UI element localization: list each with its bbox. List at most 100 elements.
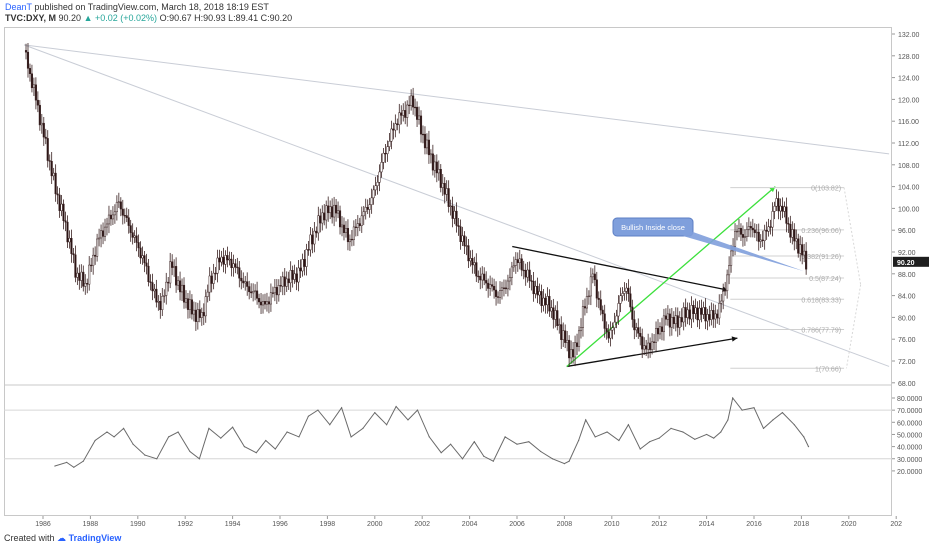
rsi-point [298, 436, 300, 438]
candle-body [137, 242, 140, 249]
fib-level-label: 1(70.66) [815, 366, 841, 373]
candle-body [119, 201, 122, 210]
candle-body [78, 272, 81, 281]
candle-body [376, 182, 379, 186]
candle-body [548, 296, 551, 312]
candle-body [433, 161, 436, 171]
candle-body [230, 258, 233, 269]
candle-body [222, 256, 225, 265]
candle-body [524, 270, 527, 278]
candle-body [502, 287, 506, 289]
rsi-point [694, 438, 696, 440]
candle-body [483, 273, 486, 281]
candle-body [157, 300, 160, 303]
candle-body [572, 349, 575, 358]
candle-body [277, 285, 280, 296]
rsi-point [578, 439, 580, 442]
candle-body [408, 104, 411, 107]
candle-body [72, 253, 75, 256]
y-tick-label: 128.00 [898, 54, 920, 61]
candle-body [453, 210, 456, 219]
x-tick-label: 2020 [841, 521, 857, 528]
candle-body [346, 228, 349, 243]
candle-body [313, 230, 316, 245]
candle-body [654, 328, 658, 343]
candle-body [660, 326, 664, 332]
candle-body [690, 305, 693, 320]
rsi-point [144, 454, 146, 456]
candle-body [623, 291, 626, 294]
candle-body [799, 244, 802, 254]
candle-body [728, 265, 731, 276]
candle-body [94, 254, 97, 257]
candle-body [629, 293, 632, 308]
candle-body [508, 277, 511, 282]
candle-body [226, 255, 229, 261]
candle-body [765, 230, 768, 232]
x-tick-label: 2000 [367, 521, 383, 528]
candle-body [301, 259, 304, 272]
candle-body [52, 172, 55, 177]
candle-body [309, 234, 312, 251]
candle-body [333, 204, 336, 218]
candle-body [315, 230, 318, 234]
candle-body [487, 282, 490, 289]
candle-body [587, 295, 590, 298]
rsi-point [706, 433, 708, 436]
candle-body [702, 307, 705, 315]
candle-body [653, 341, 656, 343]
rsi-point [639, 448, 641, 450]
candle-body [741, 234, 744, 238]
candle-body [384, 152, 387, 155]
rsi-point [713, 437, 715, 439]
candle-body [307, 249, 310, 251]
candle-body [238, 267, 241, 279]
candle-body [651, 341, 654, 350]
candle-body [775, 198, 778, 207]
rsi-y-tick-label: 30.0000 [897, 457, 922, 464]
candle-body [577, 330, 581, 347]
candle-body [554, 310, 557, 320]
candle-body [538, 291, 541, 296]
rsi-point [156, 458, 158, 460]
candle-body [250, 291, 253, 294]
candle-body [684, 307, 687, 318]
candle-body [299, 267, 302, 272]
candle-body [111, 214, 114, 220]
candle-body [625, 287, 628, 292]
candle-body [374, 185, 377, 191]
candle-body [617, 303, 620, 317]
candle-body [500, 287, 504, 291]
candle-body [46, 138, 49, 161]
author-link[interactable]: DeanT [5, 2, 32, 12]
candle-body [658, 326, 662, 335]
x-tick-label: 1994 [225, 521, 241, 528]
candle-body [558, 324, 561, 326]
tradingview-link[interactable]: TradingView [68, 533, 122, 543]
candle-body [656, 328, 660, 335]
candle-body [789, 223, 792, 238]
rsi-point [317, 409, 319, 411]
candle-body [173, 266, 176, 268]
candle-body [465, 245, 468, 247]
candle-body [30, 73, 33, 89]
candle-body [66, 221, 69, 243]
candle-body [757, 231, 760, 242]
candle-body [546, 296, 549, 306]
candle-body [323, 212, 326, 221]
candle-body [668, 313, 671, 328]
candle-body [293, 273, 296, 280]
candle-body [159, 300, 162, 310]
candle-body [714, 313, 717, 320]
candle-body [544, 297, 547, 306]
candle-body [271, 292, 274, 294]
candle-body [704, 307, 707, 322]
candle-body [186, 298, 190, 310]
rsi-point [113, 436, 115, 438]
candle-body [392, 128, 395, 131]
rsi-point [762, 427, 765, 429]
rsi-point [440, 452, 442, 454]
candle-body [402, 110, 405, 116]
candle-body [514, 259, 517, 266]
